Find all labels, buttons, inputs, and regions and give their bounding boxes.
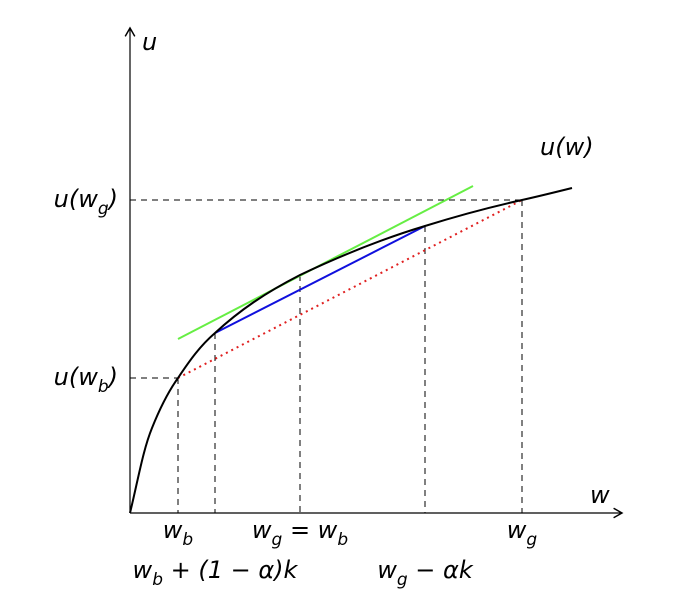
label-part: = w	[282, 516, 337, 544]
x-label: wb + (1 − α)k	[133, 556, 299, 590]
y-label: u(wb)	[54, 363, 118, 397]
label-part: u(w	[54, 363, 99, 391]
label-part: w	[377, 556, 397, 584]
chord-blue	[214, 225, 426, 334]
label-part: w	[133, 556, 153, 584]
label-part: )	[107, 185, 118, 213]
x-label: wg = wb	[252, 516, 348, 550]
label-part: − αk	[408, 556, 474, 584]
subscript: b	[98, 377, 109, 397]
subscript: b	[152, 570, 163, 590]
subscript: b	[182, 530, 193, 550]
x-label: wg	[507, 516, 538, 550]
subscript: b	[337, 530, 348, 550]
y-axis-label: u	[142, 28, 157, 56]
x-axis-label: w	[590, 481, 610, 509]
label-part: w	[163, 516, 183, 544]
y-label: u(wg)	[54, 185, 118, 219]
subscript: g	[272, 530, 283, 550]
subscript: g	[397, 570, 408, 590]
subscript: g	[98, 199, 109, 219]
x-label: wg − αk	[377, 556, 474, 590]
label-part: w	[507, 516, 527, 544]
chord-red	[177, 199, 523, 379]
label-part: u(w)	[540, 133, 594, 161]
guides	[130, 199, 523, 513]
label-part: )	[107, 363, 118, 391]
label-part: + (1 − α)k	[163, 556, 299, 584]
curve-label: u(w)	[540, 133, 594, 161]
label-part: w	[252, 516, 272, 544]
subscript: g	[526, 530, 537, 550]
utility-curve	[129, 187, 573, 514]
label-part: u(w	[54, 185, 99, 213]
x-label: wb	[163, 516, 193, 550]
